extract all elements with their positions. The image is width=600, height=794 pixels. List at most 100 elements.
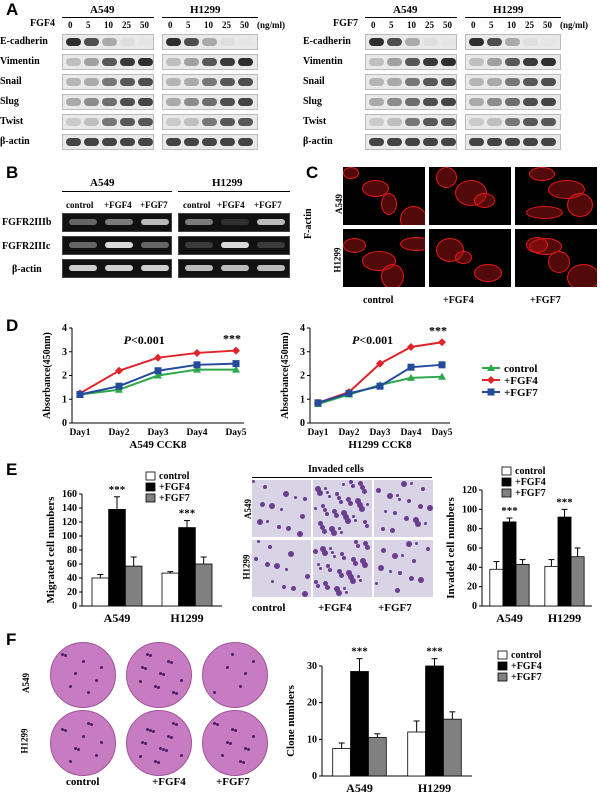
bar (570, 556, 585, 607)
cell-stain (363, 520, 367, 524)
blot-band (184, 118, 199, 126)
gel-band (105, 219, 133, 225)
data-point (232, 346, 240, 355)
blot-band (238, 78, 253, 86)
cell-stain (320, 525, 325, 530)
cell-stain (282, 585, 286, 589)
blot-band (469, 38, 484, 46)
cell-stain (324, 487, 327, 490)
blot-band (220, 58, 235, 66)
cell-colony (231, 653, 234, 656)
significance-marker: *** (179, 508, 196, 520)
factin-image (429, 167, 511, 225)
blot-dose-label: 5 (186, 20, 191, 30)
data-point (438, 361, 446, 369)
invasion-image (313, 540, 372, 597)
cell-stain (424, 522, 427, 525)
blot-dose-label: 25 (425, 20, 434, 30)
blot-strip (62, 94, 154, 110)
cell-colony (159, 672, 162, 675)
cell-stain (332, 509, 337, 514)
cell-stain (359, 506, 365, 512)
cell-colony (139, 680, 142, 683)
blot-dose-label: 0 (168, 20, 173, 30)
blot-band (387, 138, 402, 146)
cell-stain (395, 588, 400, 593)
factin-col-label: +FGF7 (530, 295, 561, 306)
cell-colony (234, 729, 237, 732)
cell-stain (346, 497, 351, 502)
gel-lane-label: control (66, 200, 94, 210)
data-point (76, 391, 84, 398)
gel-lane-label: control (183, 200, 211, 210)
blot-line-underline (465, 17, 561, 18)
blot-band (138, 138, 153, 146)
blot-strip (365, 74, 457, 90)
blot-band (469, 98, 484, 106)
gel-band (221, 265, 249, 271)
cell-stain (355, 498, 361, 504)
data-point (115, 382, 123, 390)
blot-band (369, 118, 384, 126)
gel-band (185, 219, 213, 225)
blot-band (405, 78, 420, 86)
cell-stain (357, 575, 360, 578)
cell-stain (401, 481, 407, 487)
cell-stain (341, 510, 347, 516)
blot-strip (62, 114, 154, 130)
invasion-bar-chart: 0 20 40 60 80 100 120 Invaded cell numbers A549 *… (445, 466, 592, 625)
cell-stain (336, 590, 342, 596)
blot-band (220, 118, 235, 126)
y-tick-label: 30 (307, 661, 317, 672)
factin-image (515, 229, 597, 287)
blot-strip (162, 134, 258, 150)
blot-band (423, 78, 438, 86)
cell-stain (360, 485, 365, 490)
cell-colony (216, 723, 219, 726)
blot-strip (62, 54, 154, 70)
blot-band (184, 78, 199, 86)
cell-colony (244, 747, 247, 750)
significance-marker: *** (429, 323, 447, 337)
y-tick-label: 40 (67, 573, 77, 584)
y-tick-label: 4 (62, 323, 67, 334)
legend-label: +FGF7 (159, 493, 190, 504)
cell-colony (61, 653, 64, 656)
blot-strip (162, 74, 258, 90)
invaded-cells-title-underline (252, 477, 432, 478)
blot-band (184, 98, 199, 106)
gel-band (221, 219, 249, 225)
cell-stain (343, 587, 346, 590)
blot-band (441, 58, 456, 66)
factin-image (429, 229, 511, 287)
cell-colony (100, 741, 103, 744)
y-tick-label: 0 (72, 601, 77, 612)
cell-stain (340, 552, 344, 556)
y-tick-label: 1 (62, 394, 67, 405)
cell-stain (345, 591, 348, 594)
cell-stain (398, 571, 402, 575)
blot-band (138, 78, 153, 86)
blot-band (523, 58, 538, 66)
bar (194, 563, 213, 607)
legend-swatch (501, 477, 512, 487)
blot-band (202, 138, 217, 146)
blot-band (84, 38, 99, 46)
legend-marker (487, 364, 495, 371)
blot-band (369, 58, 384, 66)
blot-strip (365, 34, 457, 50)
blot-band (66, 98, 81, 106)
y-tick-label: 120 (462, 485, 477, 496)
cell-colony (167, 735, 170, 738)
blot-band (166, 38, 181, 46)
gel-lane-label: +FGF7 (254, 200, 282, 210)
x-tick-label: Day1 (69, 428, 90, 438)
blot-band (387, 58, 402, 66)
blot-strip (62, 74, 154, 90)
x-tick-label: Day4 (186, 428, 207, 438)
cell-colony (77, 748, 80, 751)
blot-band (369, 98, 384, 106)
blot-dose-label: 5 (389, 20, 394, 30)
blot-band (387, 118, 402, 126)
cell-stain (548, 251, 570, 273)
